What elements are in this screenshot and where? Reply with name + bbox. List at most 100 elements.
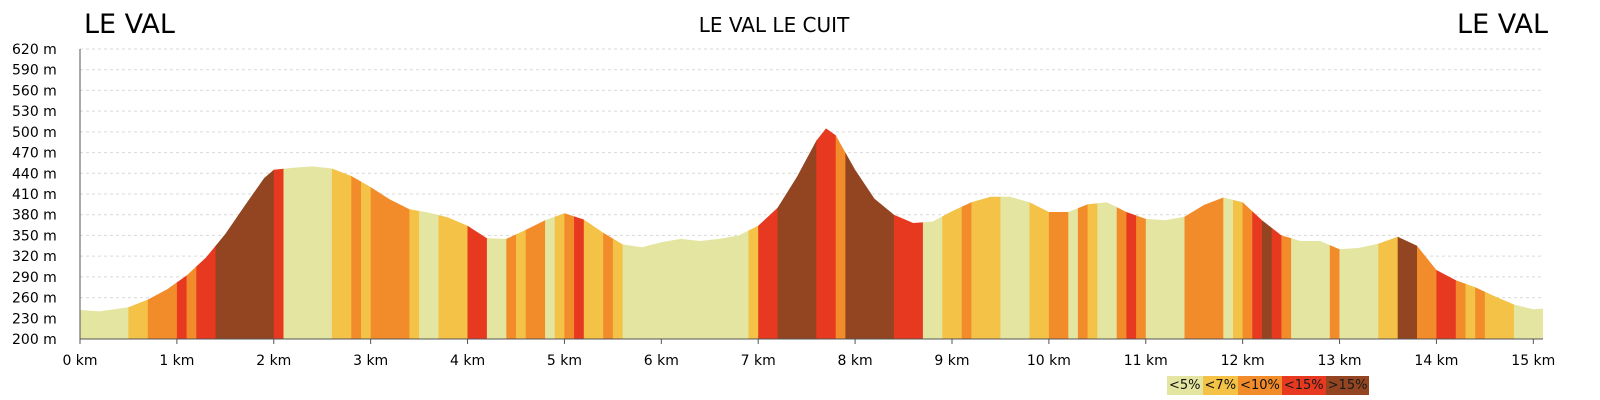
gradient-segment [545,128,556,339]
x-tick-label: 13 km [1318,353,1362,369]
gradient-segment [1262,128,1273,339]
y-tick-label: 320 m [12,249,57,265]
legend-entry: <15% [1281,376,1326,395]
gradient-segment [186,128,197,339]
y-tick-label: 440 m [12,166,57,182]
y-tick-label: 560 m [12,83,57,99]
chart-title: LE VAL LE CUIT [698,13,850,37]
gradient-segment [835,128,846,339]
gradient-segment [1465,128,1476,339]
x-tick-label: 0 km [62,353,97,369]
gradient-segment [1184,128,1224,339]
y-tick-label: 590 m [12,63,57,79]
x-tick-label: 8 km [838,353,873,369]
gradient-segment [1242,128,1253,339]
gradient-segment [1281,128,1292,339]
gradient-segment [273,128,285,339]
gradient-segment [361,128,372,339]
x-tick-label: 5 km [547,353,582,369]
gradient-segment [1252,128,1263,339]
gradient-segment [1475,128,1486,339]
gradient-segment [777,128,817,339]
gradient-segment [1329,128,1341,339]
gradient-segment [961,128,972,339]
gradient-segment [525,128,546,339]
gradient-segment [622,128,750,339]
y-tick-label: 350 m [12,228,57,244]
legend-entry: >15% [1325,376,1370,395]
gradient-segments [80,128,1543,339]
gradient-segment [1455,128,1467,339]
gradient-segment [1378,128,1399,339]
gradient-segment [283,128,333,339]
gradient-segment [80,128,129,339]
gradient-segment [554,128,565,339]
gradient-segment [612,128,624,339]
gradient-segment [1223,128,1234,339]
gradient-segment [1000,128,1031,339]
gradient-segment [215,128,275,339]
gradient-segment [351,128,362,339]
y-tick-label: 620 m [12,42,57,58]
gradient-segment [971,128,1002,339]
y-tick-label: 380 m [12,208,57,224]
gradient-segment [1339,128,1379,339]
x-tick-label: 9 km [934,353,969,369]
y-tick-label: 470 m [12,146,57,162]
x-tick-label: 3 km [353,353,388,369]
gradient-segment [1484,128,1496,339]
x-tick-label: 6 km [644,353,679,369]
x-axis-ticks: 0 km 1 km 2 km 3 km 4 km 5 km 6 km 7 km 8 km 9 km… [62,339,1555,369]
gradient-segment [845,128,895,339]
x-tick-label: 2 km [256,353,291,369]
gradient-segment [1494,128,1515,339]
gradient-segment [419,128,440,339]
gradient-segment [1068,128,1079,339]
gradient-segment [516,128,527,339]
gradient-segment [409,128,420,339]
start-location-label: LE VAL [84,9,175,40]
gradient-segment [1097,128,1118,339]
end-location-label: LE VAL [1457,9,1548,40]
y-tick-label: 500 m [12,125,57,141]
gradient-segment [1136,128,1147,339]
gradient-segment [942,128,963,339]
x-tick-label: 15 km [1511,353,1555,369]
y-tick-label: 410 m [12,187,57,203]
gradient-segment [1397,128,1418,339]
legend-entry: <5% [1167,376,1203,395]
x-tick-label: 12 km [1221,353,1265,369]
axes [79,49,1543,340]
gradient-segment [1029,128,1050,339]
gradient-segment [1233,128,1244,339]
gradient-segment [922,128,943,339]
y-tick-label: 200 m [12,332,57,348]
gradient-segment [506,128,517,339]
legend-entry: <7% [1202,376,1239,395]
gradient-segment [1048,128,1069,339]
gradient-segment [1513,128,1543,339]
x-tick-label: 10 km [1027,353,1071,369]
y-tick-label: 230 m [12,311,57,327]
gradient-segment [893,128,924,339]
x-tick-label: 7 km [741,353,776,369]
gradient-segment [603,128,614,339]
gradient-segment [147,128,178,339]
gradient-segment [1417,128,1437,339]
y-tick-label: 530 m [12,104,57,120]
gradient-segment [1087,128,1098,339]
gradient-segment [331,128,352,339]
gradient-segment [758,128,779,339]
gradient-segment [1116,128,1127,339]
gradient-segment [748,128,759,339]
gradient-segment [1077,128,1089,339]
gradient-segment [467,128,488,339]
gradient-segment [564,128,575,339]
x-tick-label: 11 km [1124,353,1168,369]
gradient-segment [176,128,188,339]
gradient-segment [1126,128,1137,339]
gradient-segment [1271,128,1282,339]
legend-entry: <10% [1238,376,1282,395]
gradient-segment [486,128,507,339]
